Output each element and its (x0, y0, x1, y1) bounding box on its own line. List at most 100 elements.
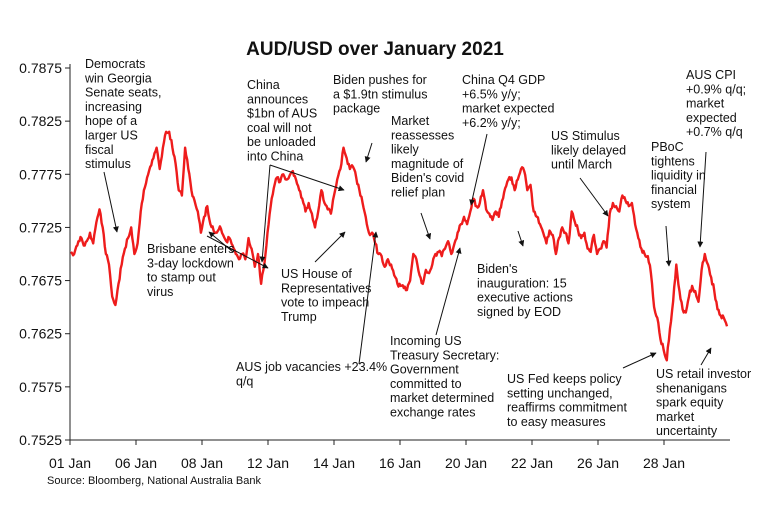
annotation-arrow (208, 231, 234, 253)
annotation-line: win Georgia (84, 71, 152, 85)
annotation-line: inauguration: 15 (477, 276, 567, 290)
annotation-impeach: US House of Representatives vote to impeac… (281, 267, 371, 324)
x-axis-ticks: 01 Jan 06 Jan 08 Jan 12 Jan 14 Jan 16 Jan 20 J… (49, 440, 685, 471)
y-tick-label: 0.7525 (19, 432, 62, 448)
annotation-line: reaffirms commitment (507, 401, 627, 415)
annotation-line: Biden's (477, 262, 518, 276)
annotation-line: Trump (281, 310, 317, 324)
annotation-line: Brisbane enters (147, 242, 235, 256)
annotation-line: coal will not (247, 121, 312, 135)
annotation-line: market expected (462, 102, 554, 116)
annotation-line: setting unchanged, (507, 386, 613, 400)
x-tick-label: 06 Jan (115, 455, 157, 471)
x-tick-label: 26 Jan (577, 455, 619, 471)
annotation-line: market (686, 97, 725, 111)
annotation-china-coal: China announces $1bn of AUS coal will not be… (247, 78, 317, 164)
annotation-line: spark equity (656, 396, 724, 410)
annotation-brisbane: Brisbane enters 3-day lockdown to stamp ou… (147, 242, 235, 299)
annotation-line: to stamp out (147, 271, 216, 285)
x-tick-label: 01 Jan (49, 455, 91, 471)
annotation-line: hope of a (85, 114, 137, 128)
annotation-arrow (269, 164, 345, 192)
aud-usd-series-line (70, 130, 729, 362)
source-note: Source: Bloomberg, National Australia Ba… (47, 475, 262, 487)
annotation-line: signed by EOD (477, 305, 561, 319)
annotation-line: China Q4 GDP (462, 73, 545, 87)
annotation-line: announces (247, 92, 308, 106)
annotation-line: Treasury Secretary: (390, 348, 499, 362)
annotation-line: magnitude of (391, 157, 464, 171)
annotation-line: be unloaded (247, 135, 316, 149)
annotation-line: Democrats (85, 57, 145, 71)
annotation-line: $1bn of AUS (247, 107, 317, 121)
annotation-line: Representatives (281, 281, 371, 295)
annotation-line: AUS CPI (686, 68, 736, 82)
y-tick-label: 0.7725 (19, 219, 62, 235)
y-tick-label: 0.7625 (19, 326, 62, 342)
annotation-line: +0.9% q/q; (686, 82, 746, 96)
annotation-retail: US retail investor shenanigans spark equit… (656, 367, 751, 438)
annotation-arrow (700, 347, 712, 366)
annotation-line: package (333, 102, 380, 116)
annotation-line: PBoC (651, 140, 684, 154)
x-tick-label: 08 Jan (181, 455, 223, 471)
annotation-line: market determined (390, 391, 494, 405)
annotation-line: Biden's covid (391, 171, 464, 185)
annotation-arrow (435, 247, 462, 336)
annotation-line: system (651, 197, 691, 211)
annotations: Democrats win Georgia Senate seats, increas… (84, 57, 751, 438)
y-axis-ticks: 0.7875 0.7825 0.7775 0.7725 0.7675 0.7625 0.75… (19, 60, 70, 448)
y-tick-label: 0.7575 (19, 379, 62, 395)
annotation-line: Senate seats, (85, 86, 161, 100)
annotation-line: uncertainty (656, 424, 718, 438)
annotation-line: +6.2% y/y; (462, 116, 521, 130)
annotation-line: Government (390, 363, 459, 377)
annotation-arrow (364, 142, 373, 163)
annotation-line: a $1.9tn stimulus (333, 87, 428, 101)
annotation-line: financial (651, 183, 697, 197)
annotation-reassess: Market reassesses likely magnitude of Biden'… (391, 114, 464, 200)
annotation-line: into China (247, 150, 303, 164)
series-layer (70, 130, 729, 362)
x-tick-label: 12 Jan (247, 455, 289, 471)
x-tick-label: 22 Jan (511, 455, 553, 471)
annotation-line: US Fed keeps policy (507, 372, 622, 386)
annotation-us-stimulus-delay: US Stimulus likely delayed until March (551, 129, 626, 172)
annotation-arrow (517, 230, 525, 247)
annotation-line: US retail investor (656, 367, 751, 381)
annotation-yellen: Incoming US Treasury Secretary: Government… (390, 334, 499, 420)
annotation-line: Biden pushes for (333, 73, 427, 87)
annotation-china-gdp: China Q4 GDP +6.5% y/y; market expected +6.… (462, 73, 554, 130)
annotation-arrow (206, 235, 269, 269)
annotation-arrow (259, 164, 271, 263)
annotation-arrow (665, 225, 672, 267)
annotation-arrow (469, 133, 488, 206)
annotation-line: liquidity in (651, 169, 706, 183)
annotation-aus-cpi: AUS CPI +0.9% q/q; market expected +0.7% q/q (686, 68, 746, 139)
y-tick-label: 0.7675 (19, 273, 62, 289)
annotation-arrow (314, 231, 346, 263)
chart-title: AUD/USD over January 2021 (246, 39, 504, 60)
annotation-arrow (697, 151, 707, 248)
annotation-line: executive actions (477, 291, 573, 305)
annotation-line: stimulus (85, 157, 131, 171)
x-tick-label: 14 Jan (313, 455, 355, 471)
annotation-arrows (103, 133, 712, 369)
annotation-georgia: Democrats win Georgia Senate seats, increas… (84, 57, 161, 171)
y-tick-label: 0.7875 (19, 60, 62, 76)
annotation-line: Market (391, 114, 430, 128)
annotation-line: q/q (236, 374, 253, 388)
annotation-job-vacancies: AUS job vacancies +23.4% q/q (236, 360, 387, 388)
annotation-line: reassesses (391, 128, 454, 142)
annotation-line: fiscal (85, 143, 113, 157)
annotation-line: vote to impeach (281, 296, 369, 310)
y-tick-label: 0.7825 (19, 113, 62, 129)
annotation-arrow (622, 352, 657, 369)
annotation-line: shenanigans (656, 381, 727, 395)
annotation-line: exchange rates (390, 406, 475, 420)
annotation-line: +0.7% q/q (686, 125, 743, 139)
x-tick-label: 28 Jan (643, 455, 685, 471)
annotation-line: expected (686, 111, 737, 125)
annotation-line: to easy measures (507, 415, 606, 429)
